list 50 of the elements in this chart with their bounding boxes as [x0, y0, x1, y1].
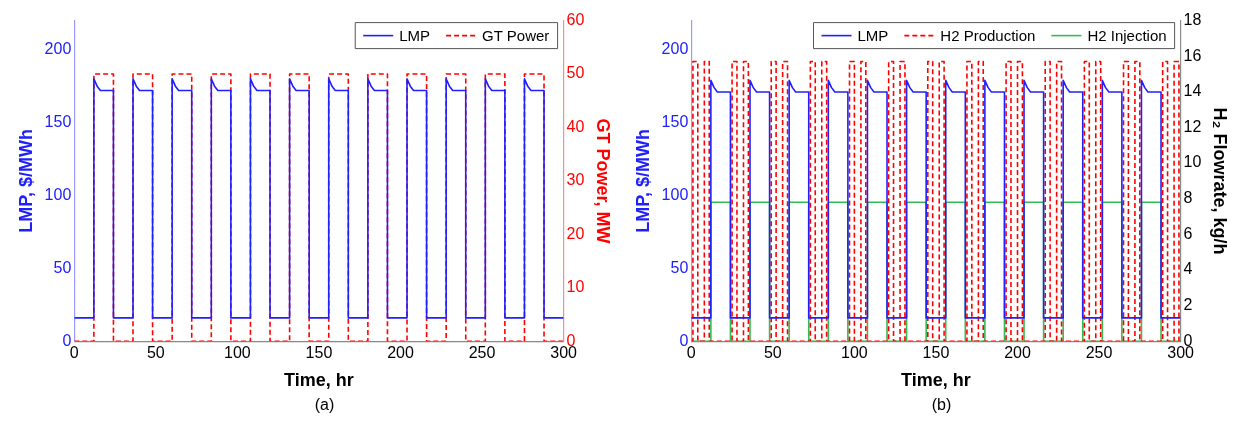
x-tick-label: 150 — [305, 344, 333, 362]
y-tick-label: 200 — [44, 40, 72, 58]
x-axis-title: Time, hr — [284, 370, 354, 391]
y2-tick-label: 10 — [566, 278, 585, 296]
x-axis-title: Time, hr — [901, 370, 971, 391]
x-tick-label: 100 — [841, 344, 868, 362]
x-tick-label: 50 — [763, 344, 782, 362]
x-tick-label: 50 — [146, 344, 165, 362]
y-tick-label: 0 — [679, 331, 689, 349]
y-tick-label: 0 — [62, 331, 72, 349]
y2-axis-title: H₂ Flowrate, kg/h — [1210, 107, 1231, 255]
x-tick-label: 250 — [1085, 344, 1113, 362]
y-tick-label: 200 — [661, 40, 689, 58]
y-tick-label: 150 — [44, 113, 72, 131]
y-tick-label: 100 — [661, 185, 689, 203]
x-tick-label: 250 — [468, 344, 496, 362]
y2-tick-label: 60 — [566, 11, 585, 29]
legend-label: H2 Production — [940, 26, 1036, 44]
text: (a) — [313, 396, 336, 414]
y2-tick-label: 4 — [1183, 260, 1193, 278]
y2-tick-label: 2 — [1183, 295, 1193, 313]
y-axis-title: LMP, $/MWh — [15, 129, 36, 233]
y2-tick-label: 50 — [566, 64, 585, 82]
y2-tick-label: 30 — [566, 171, 585, 189]
x-tick-label: 200 — [387, 344, 414, 362]
y-tick-label: 150 — [661, 113, 689, 131]
y2-tick-label: 40 — [566, 117, 585, 135]
y-axis-title: LMP, $/MWh — [632, 129, 653, 233]
y2-tick-label: 6 — [1183, 224, 1193, 242]
y2-tick-label: 18 — [1183, 11, 1202, 29]
x-tick-label: 150 — [922, 344, 950, 362]
y2-tick-label: 10 — [1183, 153, 1202, 171]
y2-tick-label: 14 — [1183, 82, 1202, 100]
y-tick-label: 50 — [53, 258, 72, 276]
y2-tick-label: 16 — [1183, 46, 1202, 64]
x-tick-label: 300 — [1167, 344, 1195, 362]
legend-label: H2 Injection — [1087, 26, 1167, 44]
legend-label: LMP — [399, 26, 431, 44]
y2-tick-label: 20 — [566, 224, 585, 242]
x-tick-label: 300 — [550, 344, 578, 362]
y2-axis-title: GT Power, MW — [593, 118, 614, 244]
y2-tick-label: 12 — [1183, 117, 1202, 135]
text: (b) — [930, 396, 953, 414]
y2-tick-label: 8 — [1183, 189, 1193, 207]
legend-label: LMP — [857, 26, 889, 44]
legend-label: GT Power — [482, 26, 550, 44]
y-tick-label: 100 — [44, 185, 72, 203]
x-tick-label: 200 — [1004, 344, 1031, 362]
x-tick-label: 100 — [224, 344, 251, 362]
y-tick-label: 50 — [670, 258, 689, 276]
